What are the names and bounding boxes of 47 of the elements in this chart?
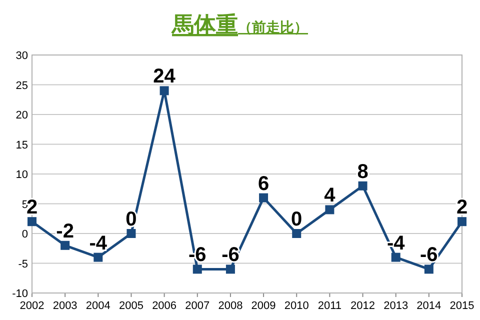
point <box>458 217 466 226</box>
chart-title: 馬体重 <box>171 12 238 37</box>
x-tick-label: 2003 <box>52 300 78 312</box>
x-tick-label: 2010 <box>284 300 309 312</box>
data-label: -2 <box>56 220 74 242</box>
x-tick-label: 2004 <box>86 300 110 312</box>
point <box>391 252 400 262</box>
data-label: 2 <box>26 196 38 219</box>
x-tick-label: 2006 <box>152 300 177 312</box>
point <box>126 229 136 238</box>
point <box>160 86 169 96</box>
y-tick-label: 0 <box>22 228 28 240</box>
data-label: 0 <box>291 208 302 230</box>
y-tick-label: 30 <box>16 50 28 62</box>
x-tick-label: 2012 <box>350 300 376 312</box>
y-tick-label: -5 <box>18 258 28 270</box>
y-tick-label: 20 <box>16 110 28 122</box>
x-tick-label: 2011 <box>318 300 342 312</box>
data-label: 4 <box>324 184 336 207</box>
data-label: 24 <box>153 66 176 88</box>
x-tick-label: 2013 <box>384 300 408 312</box>
point <box>259 193 268 202</box>
point <box>292 229 302 238</box>
y-tick-label: 25 <box>16 80 28 92</box>
data-label: 6 <box>258 172 270 195</box>
point <box>94 252 103 262</box>
x-tick-label: 2008 <box>218 300 243 312</box>
x-tick-label: 2009 <box>251 300 276 312</box>
data-label: 8 <box>357 160 368 183</box>
y-tick-label: 10 <box>16 169 28 181</box>
point <box>28 217 36 226</box>
point <box>325 205 334 214</box>
point <box>424 264 434 274</box>
point <box>358 181 368 190</box>
x-tick-label: 2005 <box>118 300 144 312</box>
data-label: -6 <box>420 244 438 266</box>
x-tick-label: 2002 <box>20 300 44 312</box>
x-tick-label: 2014 <box>416 300 442 312</box>
data-label: 2 <box>456 196 468 219</box>
point <box>60 240 70 250</box>
y-tick-label: 15 <box>16 139 28 152</box>
point <box>192 264 202 274</box>
data-label: -4 <box>89 232 108 254</box>
y-tick-label: -10 <box>12 288 28 300</box>
x-tick-label: 2015 <box>450 300 474 312</box>
point <box>226 264 235 274</box>
x-tick-label: 2007 <box>185 300 210 312</box>
